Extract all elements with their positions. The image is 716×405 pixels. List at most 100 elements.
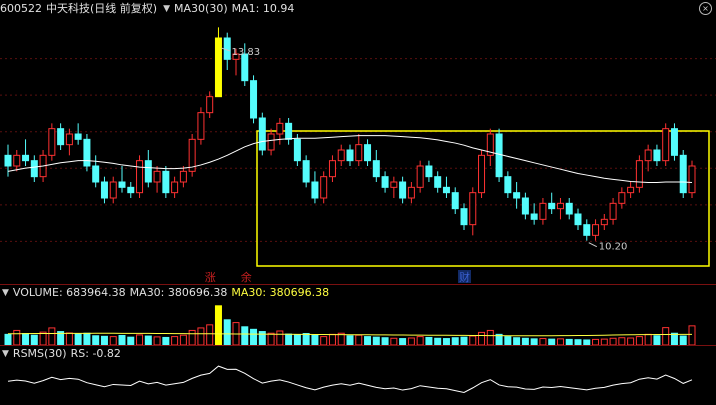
volume-bar — [504, 336, 512, 345]
candle — [144, 150, 152, 188]
dropdown-triangle-icon[interactable]: ▼ — [163, 4, 171, 14]
volume-bar — [109, 336, 117, 345]
volume-bar — [399, 338, 407, 345]
high-pointer — [221, 47, 231, 52]
ma30-line — [7, 135, 693, 184]
event-marker[interactable]: 涨 — [203, 270, 217, 284]
candle — [223, 32, 231, 70]
panel-separator — [0, 345, 716, 346]
volume-bar — [530, 338, 538, 345]
volume-bar — [627, 337, 635, 345]
rsms-chart[interactable] — [0, 362, 716, 404]
volume-bar — [171, 336, 179, 345]
volume-bar — [337, 332, 345, 345]
candle — [100, 176, 108, 204]
candle — [530, 203, 538, 225]
candle — [425, 160, 433, 182]
candle — [539, 198, 547, 225]
candle — [662, 123, 670, 166]
volume-bar — [592, 338, 600, 345]
candle — [460, 203, 468, 230]
volume-bar — [565, 338, 573, 345]
volume-bar — [223, 319, 231, 345]
candle — [478, 150, 486, 198]
candle — [670, 123, 678, 161]
volume-bar — [22, 333, 30, 345]
candle — [390, 176, 398, 198]
svg-text:余: 余 — [241, 270, 252, 284]
volume-bar — [618, 337, 626, 345]
volume-bar — [460, 336, 468, 345]
volume-chart[interactable] — [0, 301, 716, 345]
volume-bar — [179, 334, 187, 345]
candle — [320, 171, 328, 204]
volume-bar — [381, 337, 389, 345]
candle — [609, 198, 617, 225]
ma-indicator-label[interactable]: MA30(30) — [174, 2, 228, 15]
volume-bar — [39, 331, 47, 345]
price-chart[interactable]: 13.83 10.20 涨 余 财 — [0, 16, 716, 286]
candle — [83, 134, 91, 172]
volume-bar — [188, 329, 196, 345]
candle — [13, 150, 21, 172]
volume-bar — [48, 327, 56, 345]
candle — [250, 75, 258, 124]
volume-bar — [390, 337, 398, 345]
candle — [618, 187, 626, 209]
candle — [197, 107, 205, 145]
volume-bar — [486, 329, 494, 345]
volume-bar — [469, 335, 477, 345]
candle — [92, 155, 100, 188]
volume-bar — [688, 325, 696, 345]
dropdown-triangle-icon[interactable]: ▼ — [2, 349, 9, 359]
volume-bar — [30, 334, 38, 345]
candle — [355, 134, 363, 166]
candle — [241, 43, 249, 86]
rs-line — [7, 365, 693, 393]
candle — [486, 128, 494, 166]
candle — [399, 176, 407, 204]
event-marker[interactable]: 财 — [458, 270, 471, 284]
volume-bar — [521, 337, 529, 345]
candle — [653, 144, 661, 166]
candle — [232, 48, 240, 76]
candle — [65, 128, 73, 156]
candle — [513, 182, 521, 209]
candle — [364, 139, 372, 166]
volume-bar — [364, 336, 372, 345]
candle — [30, 155, 38, 182]
candle — [574, 208, 582, 230]
candle — [311, 171, 319, 204]
volume-bar — [13, 329, 21, 345]
volume-ma30-label-2: MA30: 380696.38 — [231, 286, 330, 299]
volume-bar — [434, 337, 442, 345]
high-price-label: 13.83 — [231, 47, 260, 58]
candle — [293, 134, 301, 166]
candle — [416, 160, 424, 193]
volume-bar — [4, 333, 12, 345]
candle — [381, 171, 389, 193]
candle — [592, 219, 600, 241]
low-price-label: 10.20 — [599, 242, 628, 253]
candle — [583, 219, 591, 241]
candle — [451, 187, 459, 214]
stock-name: 中天科技 — [46, 2, 90, 15]
candle — [258, 112, 266, 156]
volume-bar — [679, 335, 687, 345]
volume-bar — [653, 335, 661, 345]
volume-bar — [416, 336, 424, 345]
volume-bar — [556, 338, 564, 345]
event-marker[interactable]: 余 — [239, 270, 253, 284]
candle — [285, 118, 293, 145]
volume-bar — [92, 335, 100, 345]
volume-bar — [293, 334, 301, 345]
candle — [346, 144, 354, 166]
dropdown-triangle-icon[interactable]: ▼ — [2, 288, 9, 298]
candle — [188, 134, 196, 177]
candle — [4, 144, 12, 177]
candle — [74, 123, 82, 145]
volume-bar — [118, 334, 126, 345]
candle — [214, 27, 222, 98]
volume-bar — [197, 327, 205, 345]
close-icon[interactable]: × — [699, 2, 712, 15]
